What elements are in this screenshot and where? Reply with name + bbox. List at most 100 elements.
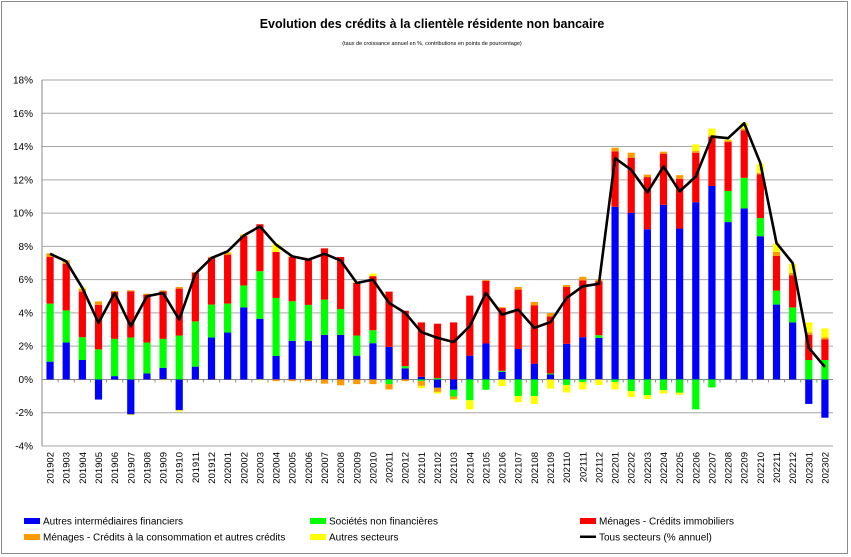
- x-tick-label: 202001: [223, 452, 234, 484]
- bar-segment: [659, 151, 668, 154]
- bar-segment: [789, 322, 797, 380]
- bar-segment: [579, 280, 587, 338]
- x-tick-label: 202102: [433, 452, 444, 484]
- bar-segment: [417, 385, 425, 389]
- bar-segment: [643, 379, 651, 396]
- x-tick-label: 202004: [272, 452, 283, 484]
- bar-segment: [611, 151, 619, 207]
- bar-segment: [320, 248, 329, 300]
- bar-segment: [514, 349, 522, 380]
- bar-segment: [805, 379, 813, 404]
- bar-segment: [401, 366, 409, 369]
- x-tick-label: 201903: [62, 452, 73, 484]
- x-tick-label: 202211: [772, 452, 783, 483]
- bar-segment: [385, 346, 393, 380]
- bar-segment: [78, 359, 86, 380]
- total-line: [49, 121, 826, 368]
- y-tick-label: 8%: [19, 242, 34, 253]
- bar-segment: [482, 379, 490, 390]
- legend-label: Autres secteurs: [329, 533, 398, 544]
- bar-segment: [676, 178, 684, 229]
- bar-segment: [111, 291, 119, 339]
- bar-segment: [240, 307, 248, 380]
- bar-segment: [772, 304, 781, 380]
- bar-segment: [127, 337, 135, 380]
- bar-segment: [143, 342, 151, 374]
- x-tick-label: 202008: [336, 452, 347, 484]
- bar-segment: [676, 175, 684, 179]
- bar-segment: [546, 313, 555, 317]
- bar-segment: [692, 379, 700, 410]
- bar-segment: [611, 147, 619, 152]
- bar-segment: [78, 337, 86, 360]
- y-tick-label: 0%: [19, 375, 34, 386]
- bar-segment: [514, 289, 522, 350]
- legend-swatch: [310, 518, 326, 524]
- chart-subtitle: (taux de croissance annuel en %, contrib…: [342, 41, 522, 47]
- bar-segment: [288, 379, 296, 382]
- bar-segment: [643, 177, 651, 230]
- bar-segment: [692, 151, 700, 153]
- legend-label: Tous secteurs (% annuel): [599, 533, 712, 544]
- bar-segment: [450, 398, 458, 400]
- bar-segment: [692, 144, 700, 152]
- legend-line-swatch: [580, 535, 596, 538]
- bar-segment: [805, 332, 813, 335]
- bar-segment: [401, 368, 409, 380]
- bar-segment: [207, 337, 216, 380]
- bar-segment: [595, 337, 603, 380]
- x-tick-label: 201908: [142, 452, 153, 484]
- bar-segment: [385, 384, 393, 390]
- bar-segment: [401, 379, 409, 382]
- bar-segment: [579, 276, 587, 281]
- x-tick-label: 202106: [498, 452, 509, 484]
- bar-segment: [530, 379, 538, 397]
- bar-segment: [659, 204, 668, 380]
- bar-segment: [756, 218, 764, 237]
- x-tick-label: 202007: [320, 452, 331, 484]
- bar-segment: [143, 373, 151, 380]
- bar-segment: [643, 174, 651, 178]
- bar-segment: [94, 301, 103, 305]
- bar-segment: [563, 343, 571, 380]
- bar-segment: [708, 128, 716, 136]
- y-tick-label: 2%: [19, 342, 34, 353]
- total-line-series: [49, 121, 826, 368]
- x-tick-label: 202107: [514, 452, 525, 484]
- bar-segment: [159, 290, 167, 292]
- bar-segment: [369, 343, 377, 380]
- bar-segment: [611, 206, 619, 380]
- bar-segment: [498, 370, 506, 372]
- bar-segment: [708, 185, 716, 380]
- x-tick-label: 201912: [207, 452, 218, 484]
- x-tick-label: 202207: [707, 452, 718, 484]
- y-tick-label: -4%: [15, 442, 33, 453]
- bar-segment: [595, 281, 603, 336]
- bar-segment: [643, 229, 651, 380]
- bar-segment: [94, 379, 103, 400]
- bar-segment: [159, 291, 167, 339]
- bar-segment: [805, 359, 813, 380]
- bar-segment: [240, 235, 248, 286]
- bar-segment: [272, 297, 280, 356]
- bar-segment: [353, 379, 361, 385]
- bar-segment: [546, 316, 555, 374]
- bar-segment: [62, 342, 70, 380]
- legend-swatch: [24, 534, 40, 540]
- x-tick-label: 202110: [562, 452, 573, 483]
- bar-segment: [175, 288, 183, 336]
- bar-segment: [127, 414, 135, 416]
- bar-segment: [563, 284, 571, 287]
- x-tick-label: 202302: [820, 452, 831, 484]
- bar-segment: [450, 396, 458, 399]
- bar-segment: [272, 355, 280, 380]
- bar-segment: [304, 304, 312, 341]
- y-tick-label: -2%: [15, 408, 33, 419]
- bar-segment: [272, 379, 280, 382]
- x-tick-label: 201905: [94, 452, 105, 484]
- bar-segment: [805, 322, 813, 333]
- bar-segment: [789, 272, 797, 276]
- bar-segment: [692, 202, 700, 380]
- bar-segment: [191, 272, 199, 322]
